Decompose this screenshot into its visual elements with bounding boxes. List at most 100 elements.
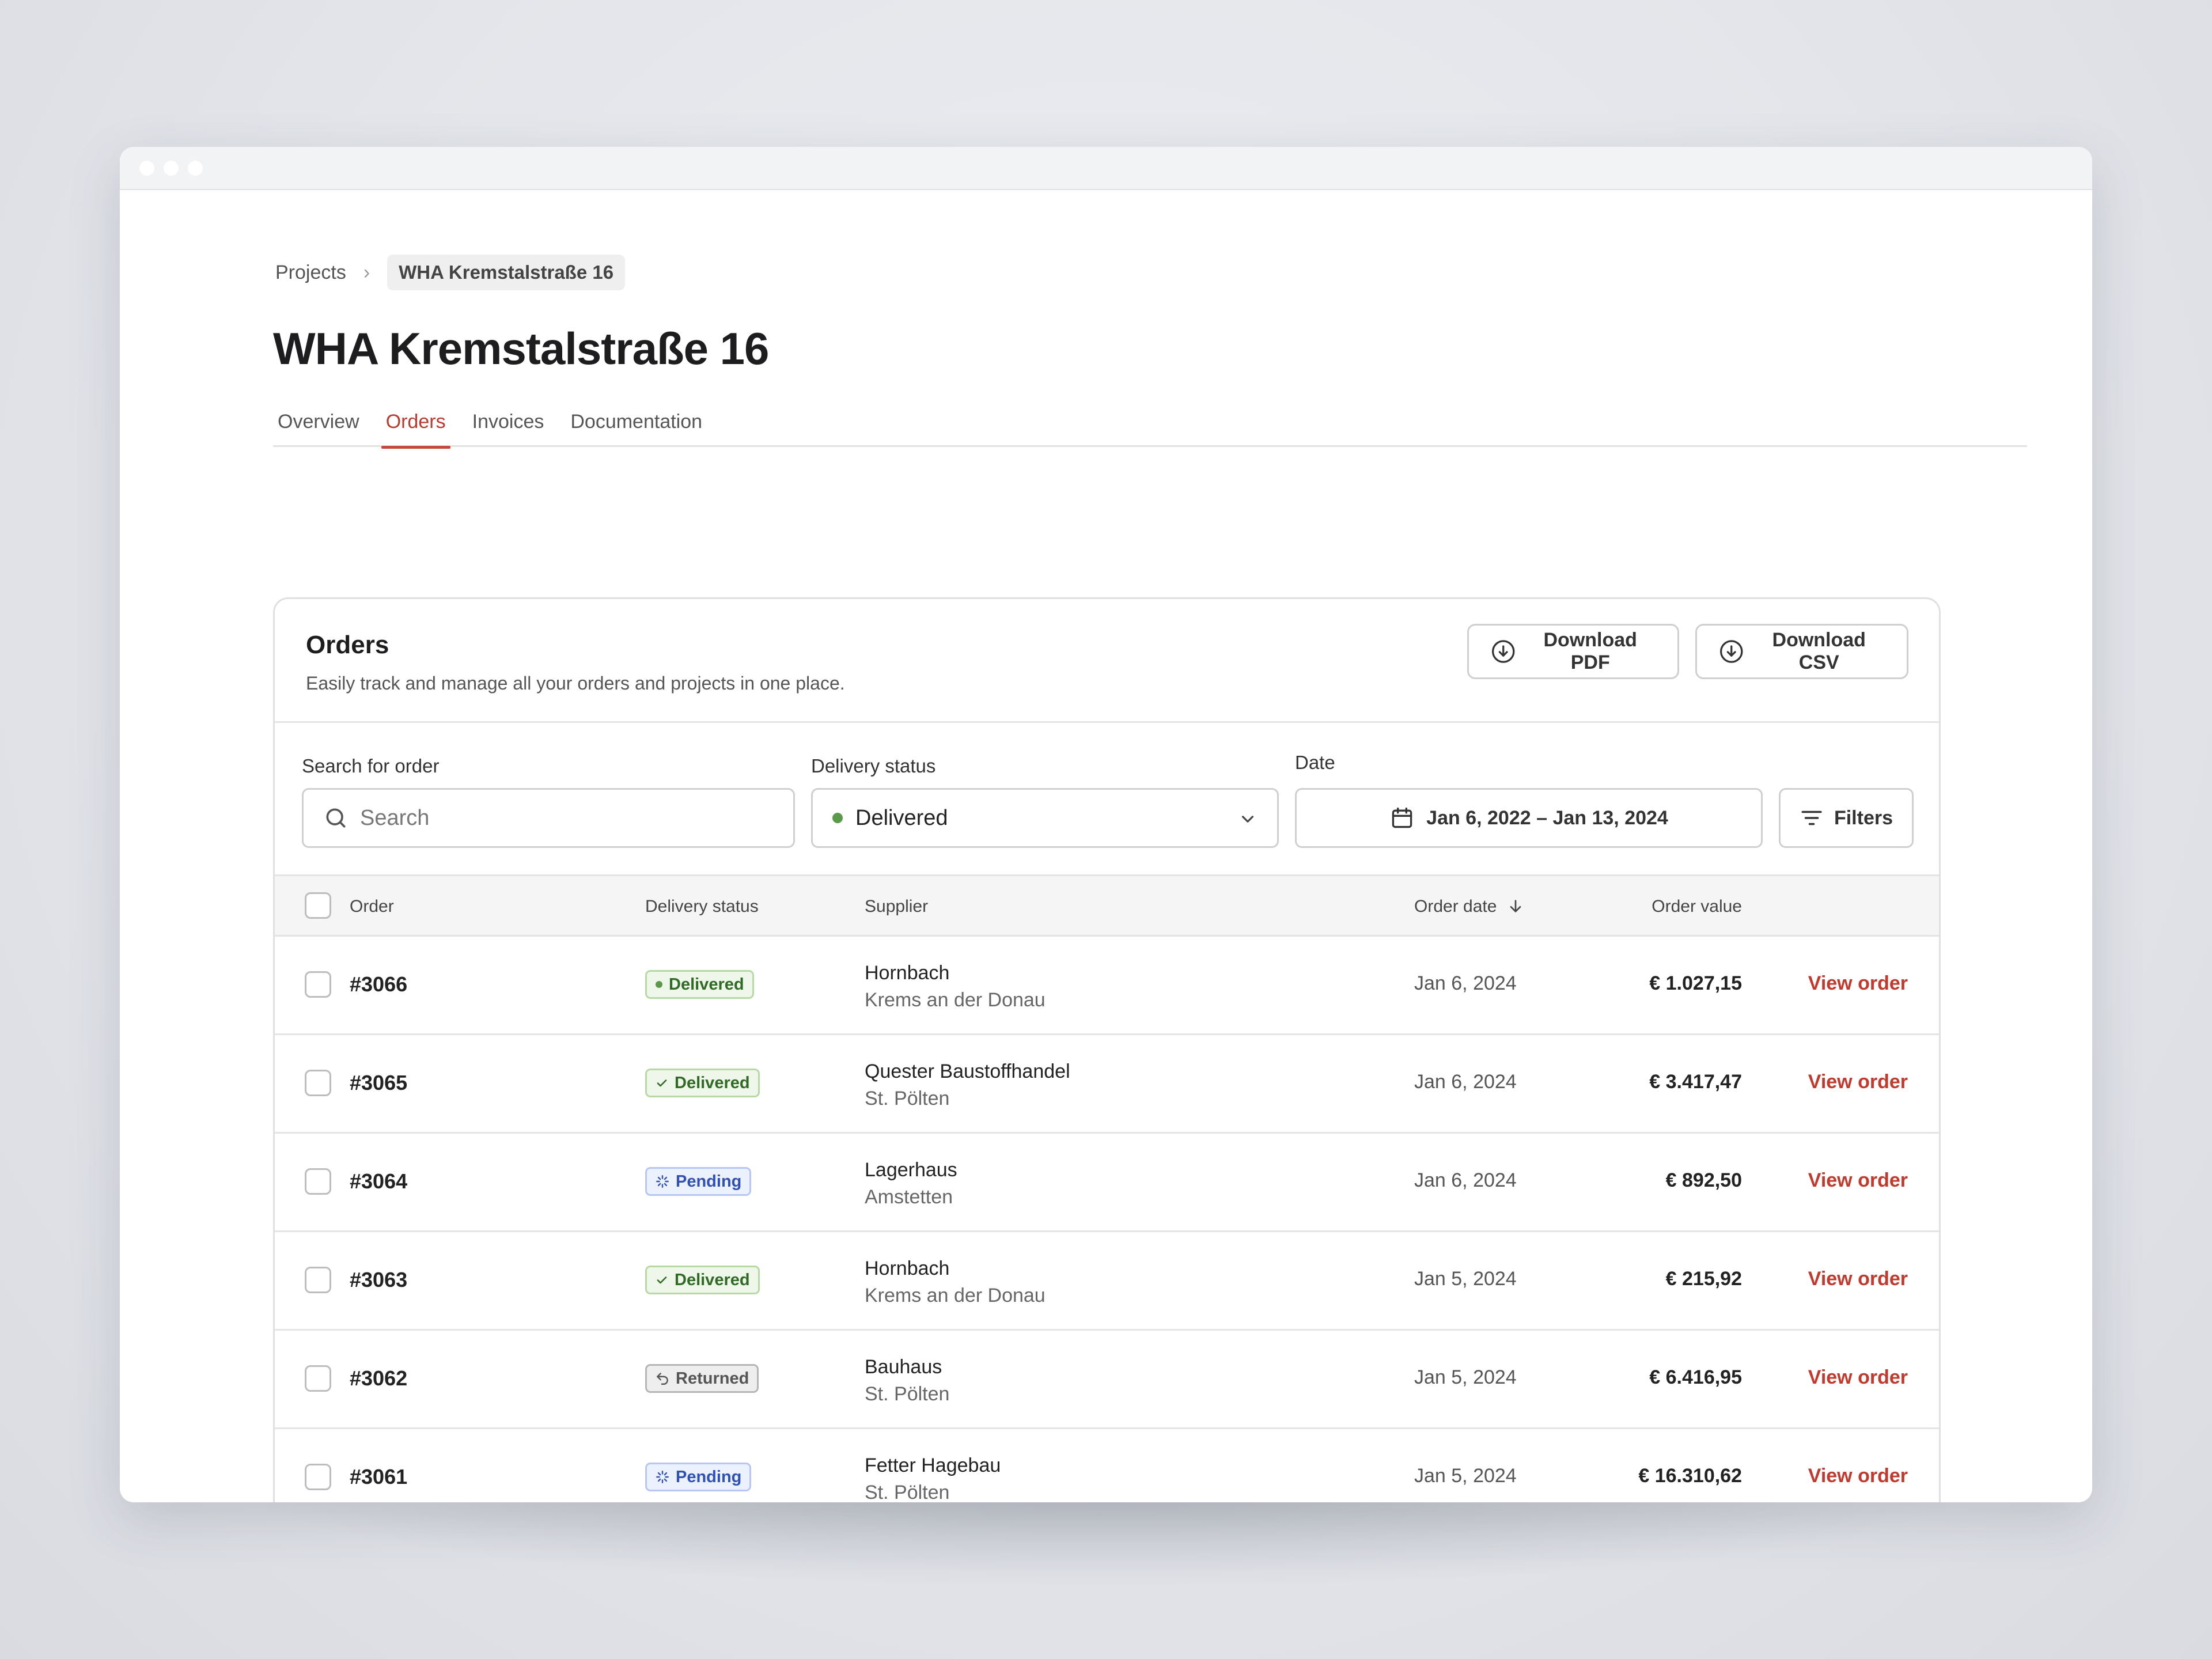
order-date: Jan 6, 2024 <box>1414 1169 1517 1191</box>
view-order-link[interactable]: View order <box>1808 1465 1908 1487</box>
supplier-city: St. Pölten <box>865 1383 950 1405</box>
tab-bar: Overview Orders Invoices Documentation <box>273 404 2027 449</box>
supplier-city: Krems an der Donau <box>865 989 1046 1011</box>
order-date: Jan 5, 2024 <box>1414 1268 1517 1290</box>
card-subtitle: Easily track and manage all your orders … <box>306 673 845 694</box>
supplier-cell: Lagerhaus Amstetten <box>865 1157 957 1211</box>
window-maximize-dot[interactable] <box>188 160 203 176</box>
filters-label: Filters <box>1834 806 1893 829</box>
status-badge: Pending <box>645 1167 752 1196</box>
select-all-checkbox[interactable] <box>305 892 331 919</box>
status-select[interactable]: Delivered <box>811 788 1279 848</box>
tab-orders[interactable]: Orders <box>381 404 450 449</box>
table-row[interactable]: #3062 Returned Bauhaus St. Pölten Jan 5, 202… <box>275 1331 1939 1429</box>
chevron-down-icon <box>1241 816 1254 823</box>
header-order-date[interactable]: Order date <box>1414 897 1525 916</box>
supplier-name: Quester Baustoffhandel <box>865 1060 1070 1082</box>
row-checkbox[interactable] <box>305 1365 331 1392</box>
tab-overview[interactable]: Overview <box>278 411 359 433</box>
arrow-down-icon <box>1510 900 1521 912</box>
download-icon <box>1491 640 1515 663</box>
order-number: #3064 <box>350 1169 408 1193</box>
view-order-link[interactable]: View order <box>1808 972 1908 994</box>
view-order-link[interactable]: View order <box>1808 1071 1908 1093</box>
tab-documentation[interactable]: Documentation <box>570 411 703 433</box>
view-order-link[interactable]: View order <box>1808 1366 1908 1388</box>
order-value: € 215,92 <box>1665 1268 1742 1290</box>
supplier-cell: Bauhaus St. Pölten <box>865 1354 949 1408</box>
tab-invoices[interactable]: Invoices <box>472 411 544 433</box>
order-number: #3066 <box>350 972 408 996</box>
order-date: Jan 6, 2024 <box>1414 972 1517 994</box>
breadcrumb-current[interactable]: WHA Kremstalstraße 16 <box>387 255 626 290</box>
status-badge: Pending <box>645 1463 752 1491</box>
download-csv-label: Download CSV <box>1772 629 1866 673</box>
header-supplier[interactable]: Supplier <box>865 897 929 916</box>
status-badge-label: Delivered <box>669 975 744 994</box>
status-dot-icon <box>832 813 843 823</box>
order-date: Jan 5, 2024 <box>1414 1465 1517 1487</box>
check-icon <box>655 1273 669 1287</box>
title-bar <box>120 147 2092 190</box>
date-label: Date <box>1295 752 1335 773</box>
row-checkbox[interactable] <box>305 1464 331 1490</box>
header-order-value[interactable]: Order value <box>1652 897 1742 916</box>
order-value: € 892,50 <box>1665 1169 1742 1191</box>
table-row[interactable]: #3063 Delivered Hornbach Krems an der Donau… <box>275 1232 1939 1331</box>
breadcrumb-projects[interactable]: Projects <box>275 261 346 283</box>
page-title: WHA Kremstalstraße 16 <box>273 323 769 374</box>
window-close-dot[interactable] <box>139 160 154 176</box>
filters-button[interactable]: Filters <box>1779 788 1914 848</box>
table-header: Order Delivery status Supplier Order dat… <box>275 876 1939 937</box>
order-number: #3061 <box>350 1465 408 1488</box>
status-badge-label: Delivered <box>675 1073 750 1092</box>
search-input[interactable]: Search <box>302 788 795 848</box>
order-number: #3063 <box>350 1268 408 1291</box>
supplier-name: Hornbach <box>865 962 950 984</box>
download-pdf-button[interactable]: Download PDF <box>1467 624 1679 679</box>
supplier-city: Amstetten <box>865 1186 953 1208</box>
order-value: € 3.417,47 <box>1649 1071 1742 1093</box>
chevron-right-icon: › <box>363 261 370 283</box>
row-checkbox[interactable] <box>305 1070 331 1096</box>
view-order-link[interactable]: View order <box>1808 1169 1908 1191</box>
supplier-cell: Hornbach Krems an der Donau <box>865 960 1046 1014</box>
order-date: Jan 5, 2024 <box>1414 1366 1517 1388</box>
download-csv-button[interactable]: Download CSV <box>1695 624 1908 679</box>
header-order[interactable]: Order <box>350 897 394 916</box>
table-row[interactable]: #3066 Delivered Hornbach Krems an der Donau… <box>275 937 1939 1035</box>
download-icon <box>1719 640 1743 663</box>
table-row[interactable]: #3061 Pending Fetter Hagebau St. Pölten Jan … <box>275 1429 1939 1502</box>
header-delivery-status[interactable]: Delivery status <box>645 897 759 916</box>
search-placeholder: Search <box>360 805 430 830</box>
supplier-city: St. Pölten <box>865 1482 950 1502</box>
card-title: Orders <box>306 631 389 659</box>
page-content: Projects › WHA Kremstalstraße 16 WHA Kre… <box>120 191 2092 1502</box>
status-badge: Delivered <box>645 970 754 999</box>
table-body: #3066 Delivered Hornbach Krems an der Donau… <box>275 937 1939 1502</box>
supplier-city: St. Pölten <box>865 1088 950 1109</box>
row-checkbox[interactable] <box>305 971 331 998</box>
row-checkbox[interactable] <box>305 1267 331 1293</box>
header-order-date-label: Order date <box>1414 897 1497 916</box>
supplier-name: Lagerhaus <box>865 1159 957 1181</box>
supplier-cell: Hornbach Krems an der Donau <box>865 1255 1046 1309</box>
status-badge-label: Returned <box>676 1369 749 1388</box>
status-badge-label: Pending <box>676 1172 742 1191</box>
supplier-cell: Fetter Hagebau St. Pölten <box>865 1452 1001 1502</box>
order-date: Jan 6, 2024 <box>1414 1071 1517 1093</box>
spinner-icon <box>655 1174 670 1189</box>
view-order-link[interactable]: View order <box>1808 1268 1908 1290</box>
order-number: #3065 <box>350 1071 408 1094</box>
window-minimize-dot[interactable] <box>164 160 179 176</box>
date-range-value: Jan 6, 2022 – Jan 13, 2024 <box>1426 806 1668 829</box>
row-checkbox[interactable] <box>305 1168 331 1195</box>
status-badge: Delivered <box>645 1069 760 1097</box>
download-pdf-label: Download PDF <box>1543 629 1637 673</box>
dot-icon <box>655 980 663 988</box>
orders-card: Orders Easily track and manage all your … <box>273 597 1941 1502</box>
supplier-cell: Quester Baustoffhandel St. Pölten <box>865 1058 1070 1112</box>
date-range-picker[interactable]: Jan 6, 2022 – Jan 13, 2024 <box>1295 788 1763 848</box>
table-row[interactable]: #3064 Pending Lagerhaus Amstetten Jan 6, 202… <box>275 1134 1939 1232</box>
table-row[interactable]: #3065 Delivered Quester Baustoffhandel St. … <box>275 1035 1939 1134</box>
